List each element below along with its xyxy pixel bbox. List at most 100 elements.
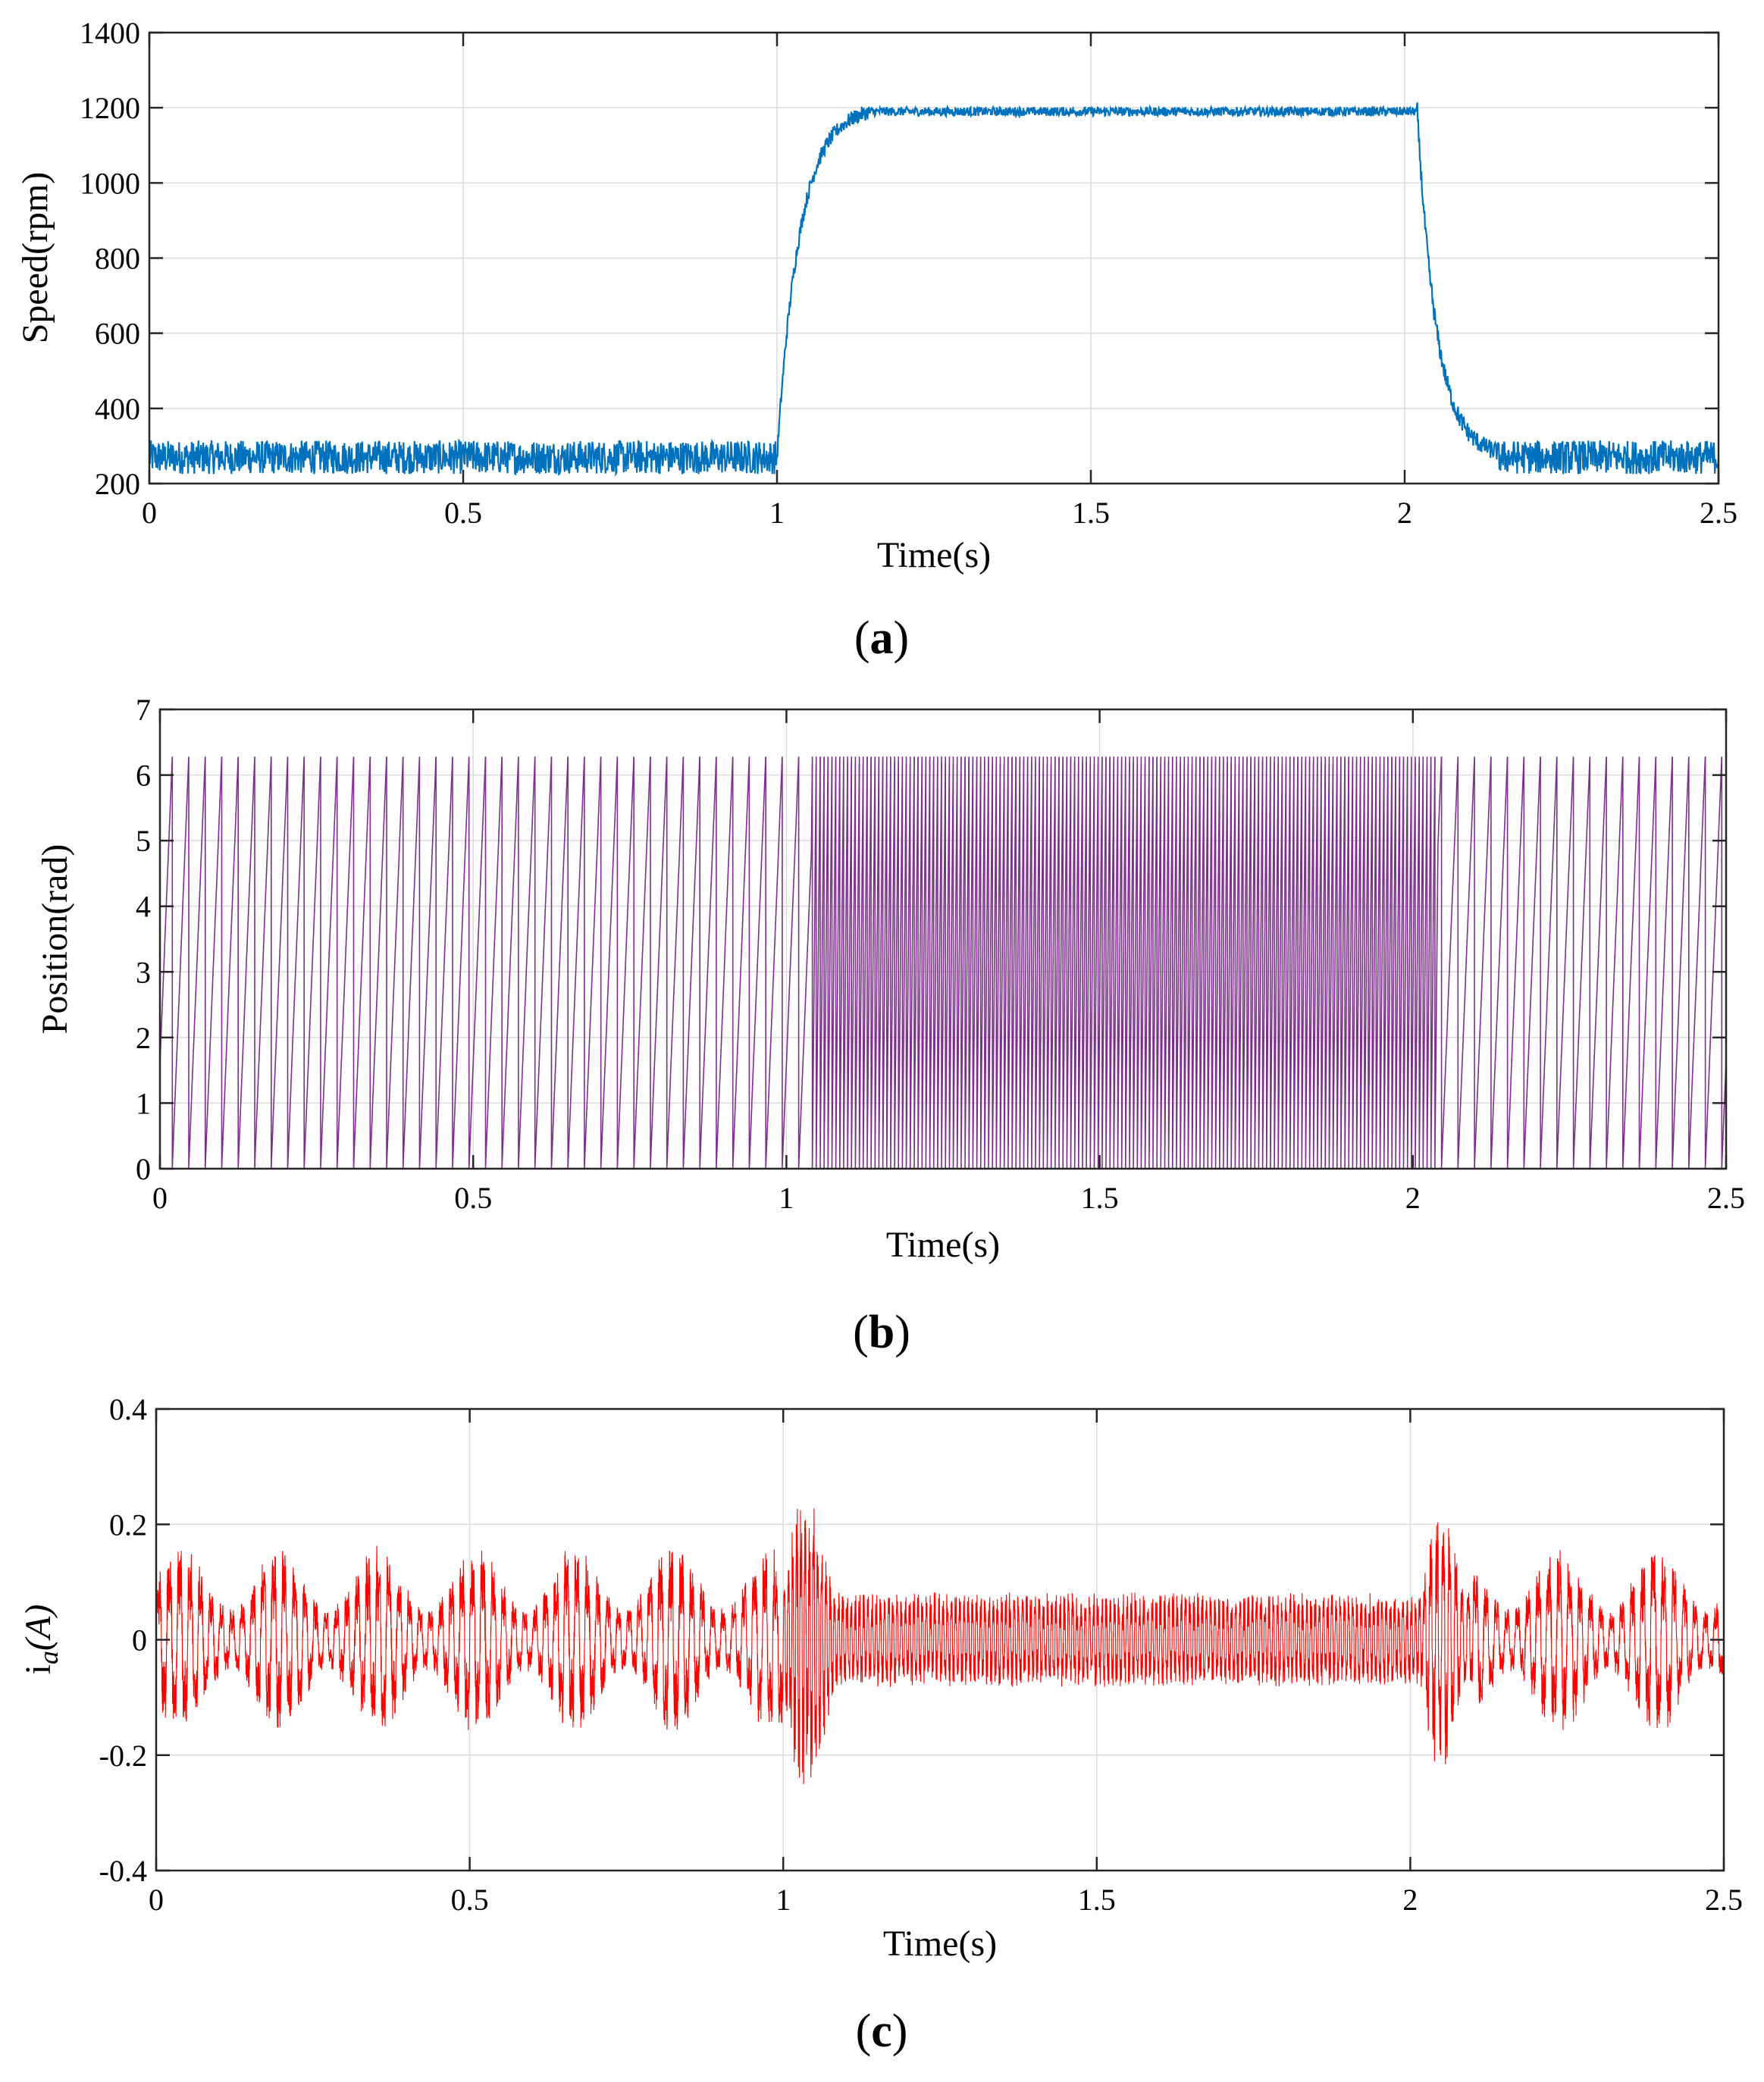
x-tick-label: 1.5 [1081,1181,1119,1215]
position-ramp [765,756,783,1169]
position-ramp [843,756,848,1169]
position-ramp [386,756,404,1169]
x-axis-label-c: Time(s) [883,1924,997,1964]
y-tick-label: 400 [95,392,140,426]
position-ramp [616,756,634,1169]
position-ramp [1332,756,1338,1169]
position-ramp [1101,756,1107,1169]
position-ramp [1399,756,1405,1169]
position-ramp [1308,756,1314,1169]
y-tick-label: 2 [136,1021,151,1055]
position-ramp [1144,756,1150,1169]
position-ramp [1176,756,1181,1169]
x-tick-label: 2 [1405,1181,1421,1215]
position-ramp [1340,756,1346,1169]
position-ramp [1375,756,1381,1169]
position-ramp [874,756,880,1169]
position-ramp [1426,756,1432,1169]
position-ramp [633,756,651,1169]
position-ramp [1336,756,1342,1169]
position-ramp [1523,756,1541,1169]
x-tick-label: 1 [775,1883,791,1917]
position-ramp [1415,756,1420,1169]
x-tick-label: 0.5 [451,1883,489,1917]
x-ticks-b: 0 0.5 1 1.5 2 2.5 [152,709,1745,1215]
current-trace [156,1508,1724,1785]
position-ramp [1457,756,1475,1169]
position-ramp [1062,756,1068,1169]
position-ramp [1140,756,1146,1169]
position-ramp [699,756,717,1169]
position-ramp [518,756,536,1169]
position-ramp [1211,756,1217,1169]
position-ramp [831,756,837,1169]
position-ramp [894,756,899,1169]
position-ramp [932,756,938,1169]
position-ramp [1348,756,1354,1169]
position-ramp [823,756,829,1169]
position-ramp [1105,756,1111,1169]
x-tick-label: 0.5 [444,496,482,530]
position-ramp [1082,756,1087,1169]
position-ramp [1214,756,1220,1169]
position-ramp [1434,756,1443,1169]
position-ramp [1402,756,1408,1169]
x-axis-label-b: Time(s) [886,1225,1000,1265]
position-ramp [1026,756,1032,1169]
position-ramp [1058,756,1064,1169]
y-tick-label: 1000 [80,166,140,200]
position-ramp [1391,756,1396,1169]
x-ticks-c: 0 0.5 1 1.5 2 2.5 [149,1409,1743,1917]
position-ramp [204,756,223,1169]
position-ramp [1387,756,1393,1169]
position-ramp [1195,756,1201,1169]
position-ramp [1148,756,1154,1169]
position-ramp [1383,756,1389,1169]
position-ramp [1046,756,1052,1169]
panel-current: 0 0.5 1 1.5 2 2.5 -0.4-0.200.20.4 Time(s) ia(… [18,1392,1743,2057]
y-tick-label: 1 [136,1086,151,1120]
position-ramp [1312,756,1318,1169]
position-ramp [303,756,321,1169]
position-ramp [435,756,453,1169]
axes-box-b [158,708,1728,1170]
position-ramp [1136,756,1142,1169]
position-ramp [1430,756,1436,1169]
position-ramp [1364,756,1369,1169]
position-ramp [584,756,602,1169]
position-ramp [1317,756,1322,1169]
position-ramp [600,756,619,1169]
position-ramp [909,756,915,1169]
caption-b-letter: b [869,1307,895,1358]
position-ramp [913,756,919,1169]
position-ramp [1167,756,1173,1169]
y-ticks-c: -0.4 -0.2 0 0.2 0.4 [99,1392,1724,1888]
panel-speed: 0 0.5 1 1.5 2 2.5 200 400 600 800 1000 1200 1400 Ti… [15,16,1737,664]
x-tick-label: 1 [779,1181,794,1215]
position-ramp [1704,756,1722,1169]
y-tick-label: 5 [136,824,151,858]
y-tick-label: -0.4 [99,1854,147,1888]
position-ramp [1293,756,1299,1169]
position-ramp [1490,756,1509,1169]
position-ramp [1474,756,1492,1169]
y-tick-label: 200 [95,467,140,501]
position-ramp [1258,756,1264,1169]
position-ramp [650,756,668,1169]
position-ramp [1440,756,1459,1169]
position-ramp [418,756,437,1169]
position-ramp [1418,756,1424,1169]
position-ramp [666,756,685,1169]
position-ramp [1422,756,1428,1169]
position-ramp [797,756,813,1169]
position-ramp [1023,756,1029,1169]
y-tick-label: 0.4 [109,1392,147,1426]
position-ramp [1246,756,1252,1169]
y-tick-label: 4 [136,890,151,924]
position-ramp [968,756,974,1169]
position-ramp [1622,756,1640,1169]
x-tick-label: 2 [1402,1883,1418,1917]
position-ramp [882,756,888,1169]
position-ramp [1281,756,1287,1169]
